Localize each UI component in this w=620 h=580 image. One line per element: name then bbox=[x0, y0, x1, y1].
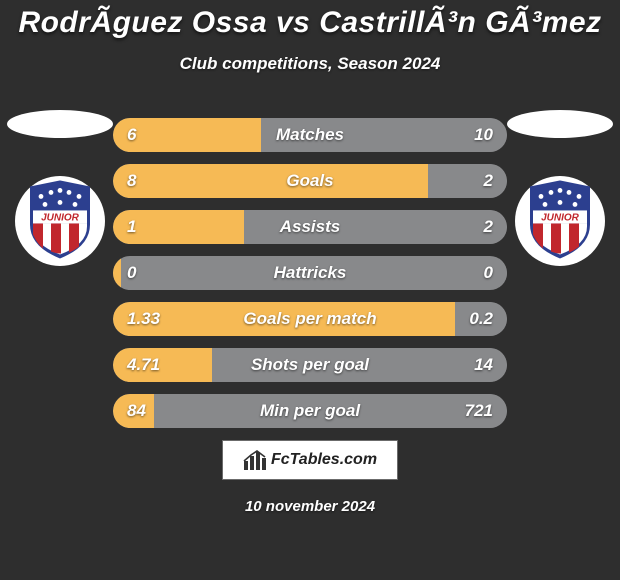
stat-value-right: 0 bbox=[484, 256, 493, 290]
stat-label: Shots per goal bbox=[113, 348, 507, 382]
stat-value-right: 721 bbox=[465, 394, 493, 428]
stat-value-right: 0.2 bbox=[469, 302, 493, 336]
page-title: RodrÃ­guez Ossa vs CastrillÃ³n GÃ³mez bbox=[0, 0, 620, 40]
stat-label: Min per goal bbox=[113, 394, 507, 428]
stat-value-left: 1 bbox=[127, 210, 136, 244]
crest-banner-text: JUNIOR bbox=[41, 212, 80, 223]
stat-value-left: 1.33 bbox=[127, 302, 160, 336]
stat-label: Goals bbox=[113, 164, 507, 198]
crest-banner-text: JUNIOR bbox=[541, 212, 580, 223]
player-right-silhouette bbox=[507, 110, 613, 138]
player-left-crest: JUNIOR bbox=[10, 178, 110, 264]
bar-chart-icon bbox=[243, 449, 267, 471]
stat-value-right: 2 bbox=[484, 210, 493, 244]
stat-value-left: 6 bbox=[127, 118, 136, 152]
page-subtitle: Club competitions, Season 2024 bbox=[0, 54, 620, 74]
shield-icon: JUNIOR bbox=[27, 180, 93, 258]
stat-label: Goals per match bbox=[113, 302, 507, 336]
stat-row: Min per goal84 721 bbox=[113, 394, 507, 428]
comparison-infographic: RodrÃ­guez Ossa vs CastrillÃ³n GÃ³mez Cl… bbox=[0, 0, 620, 580]
shield-icon: JUNIOR bbox=[527, 180, 593, 258]
stat-row: Assists1 2 bbox=[113, 210, 507, 244]
stat-value-left: 84 bbox=[127, 394, 146, 428]
stat-value-left: 0 bbox=[127, 256, 136, 290]
footer-date: 10 november 2024 bbox=[0, 498, 620, 515]
stat-row: Shots per goal4.71 14 bbox=[113, 348, 507, 382]
stat-value-left: 4.71 bbox=[127, 348, 160, 382]
stat-value-right: 14 bbox=[474, 348, 493, 382]
stat-label: Hattricks bbox=[113, 256, 507, 290]
player-right-column: JUNIOR bbox=[500, 110, 620, 264]
stat-label: Matches bbox=[113, 118, 507, 152]
player-right-crest: JUNIOR bbox=[510, 178, 610, 264]
stat-row: Goals8 2 bbox=[113, 164, 507, 198]
stat-row: Matches6 10 bbox=[113, 118, 507, 152]
stat-value-right: 10 bbox=[474, 118, 493, 152]
stat-row: Goals per match1.33 0.2 bbox=[113, 302, 507, 336]
player-left-silhouette bbox=[7, 110, 113, 138]
player-left-column: JUNIOR bbox=[0, 110, 120, 264]
watermark-badge: FcTables.com bbox=[222, 440, 398, 480]
watermark-text: FcTables.com bbox=[271, 451, 377, 469]
stat-row: Hattricks0 0 bbox=[113, 256, 507, 290]
stat-value-right: 2 bbox=[484, 164, 493, 198]
stat-label: Assists bbox=[113, 210, 507, 244]
stat-value-left: 8 bbox=[127, 164, 136, 198]
stat-bars: Matches610Goals82Assists12Hattricks00Goa… bbox=[113, 118, 507, 428]
